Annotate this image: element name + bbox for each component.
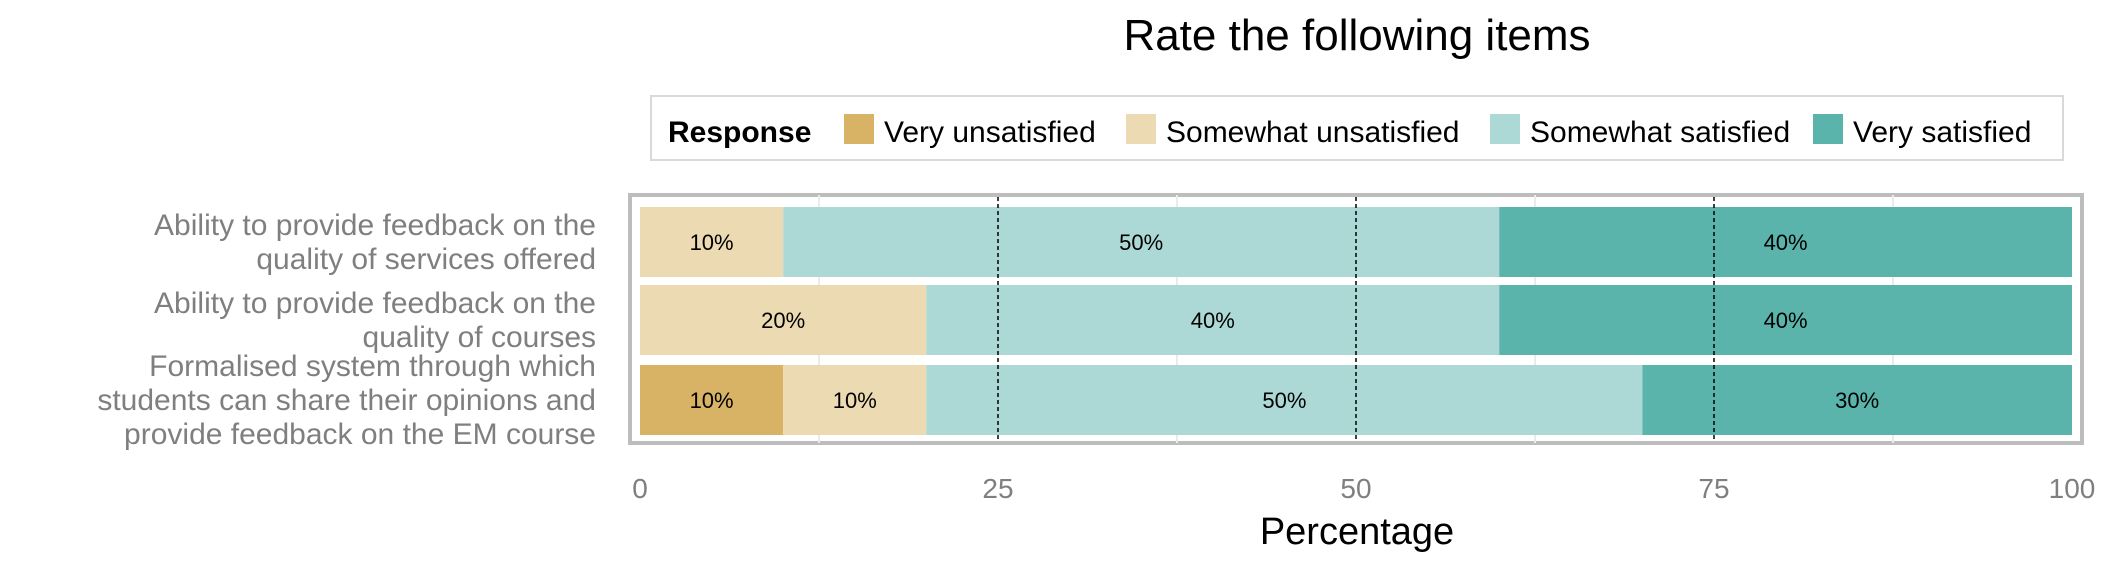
category-label: Ability to provide feedback on the qualit…: [154, 287, 596, 354]
legend-label: Somewhat unsatisfied: [1166, 116, 1460, 149]
category-label: Formalised system through which students …: [97, 350, 596, 451]
x-axis-title: Percentage: [1260, 511, 1454, 553]
data-label: 10%: [833, 388, 877, 413]
x-tick-label: 50: [1340, 473, 1371, 504]
data-label: 40%: [1191, 308, 1235, 333]
legend-swatch: [844, 114, 874, 144]
data-label: 40%: [1764, 308, 1808, 333]
x-tick-label: 100: [2049, 473, 2096, 504]
data-label: 50%: [1119, 230, 1163, 255]
bar-segment: [783, 207, 1500, 277]
bar-segment: [926, 365, 1643, 435]
legend-label: Very unsatisfied: [884, 116, 1096, 149]
plot-area: 10% 50% 40% 20% 40% 40% 10% 10% 50% 30%: [628, 193, 2084, 445]
bar-segment: [1499, 207, 2072, 277]
bar-segment: [926, 285, 1500, 355]
legend-title: Response: [668, 116, 811, 149]
data-label: 10%: [690, 230, 734, 255]
bar-segment: [1499, 285, 2072, 355]
x-tick-label: 75: [1698, 473, 1729, 504]
legend-label: Very satisfied: [1853, 116, 2031, 149]
data-label: 40%: [1764, 230, 1808, 255]
x-tick-label: 25: [982, 473, 1013, 504]
bar-segment: [640, 285, 927, 355]
data-label: 10%: [690, 388, 734, 413]
bar-segment: [640, 365, 784, 435]
bar-segment: [640, 207, 784, 277]
category-labels: Ability to provide feedback on the qualit…: [97, 209, 596, 451]
legend: Response Very unsatisfied Somewhat unsati…: [650, 95, 2064, 161]
x-axis: 0 25 50 75 100: [632, 473, 2095, 504]
x-tick-label: 0: [632, 473, 648, 504]
chart-title: Rate the following items: [1123, 11, 1590, 60]
data-label: 50%: [1262, 388, 1306, 413]
bar-segment: [783, 365, 927, 435]
data-label: 20%: [761, 308, 805, 333]
legend-swatch: [1490, 114, 1520, 144]
category-label: Ability to provide feedback on the qualit…: [154, 209, 596, 276]
data-label: 30%: [1835, 388, 1879, 413]
legend-swatch: [1126, 114, 1156, 144]
legend-swatch: [1813, 114, 1843, 144]
legend-label: Somewhat satisfied: [1530, 116, 1790, 149]
